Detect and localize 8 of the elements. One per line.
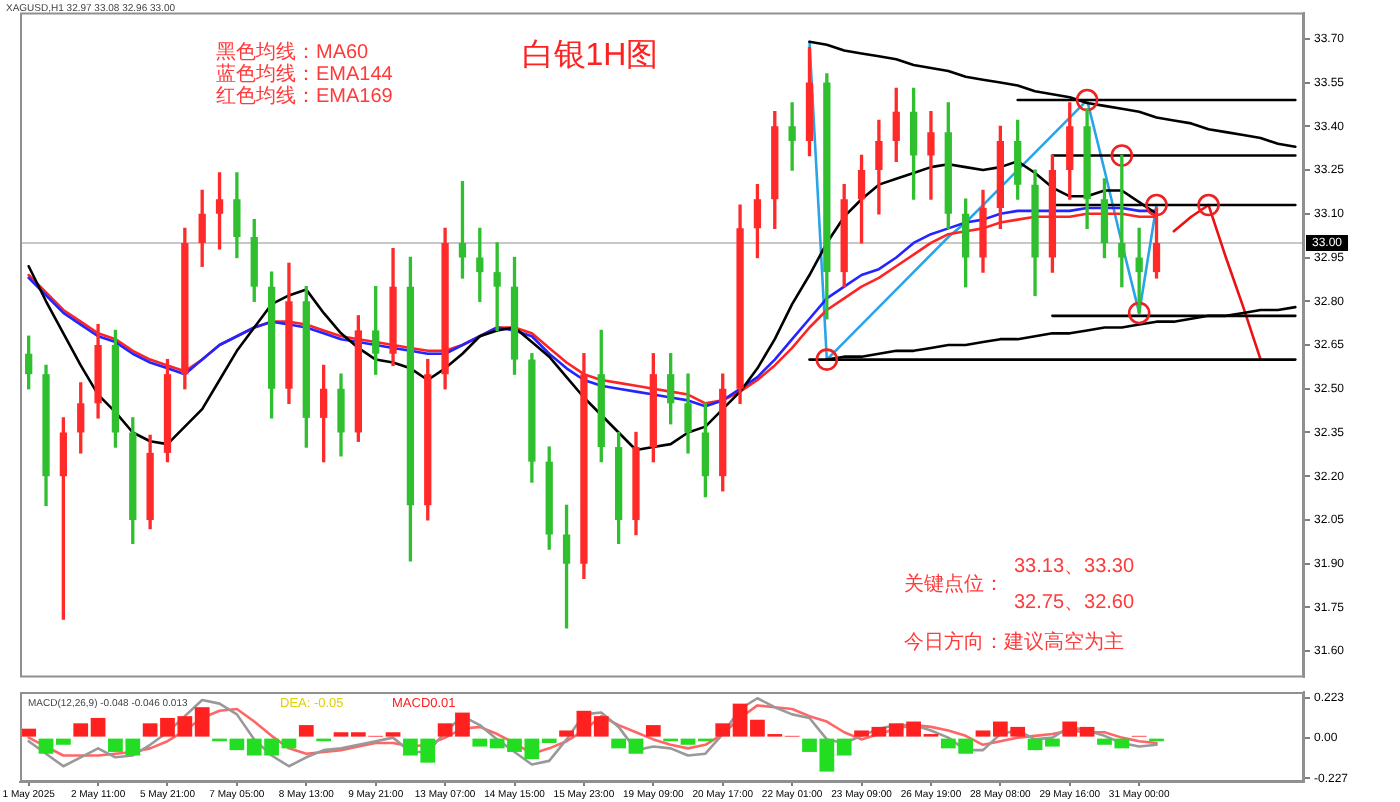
annotation: 今日方向：建议高空为主 — [904, 629, 1124, 654]
annotation: 红色均线：EMA169 — [216, 83, 394, 108]
annotation: 32.75、32.60 — [1014, 591, 1135, 614]
annotation: 关键点位： — [904, 571, 1004, 596]
annotation: 33.13、33.30 — [1014, 555, 1135, 578]
text: 白银1H图 — [521, 38, 659, 73]
annotation: 黑色均线：MA60 — [216, 39, 370, 64]
annotation: 蓝色均线：EMA144 — [216, 61, 394, 86]
